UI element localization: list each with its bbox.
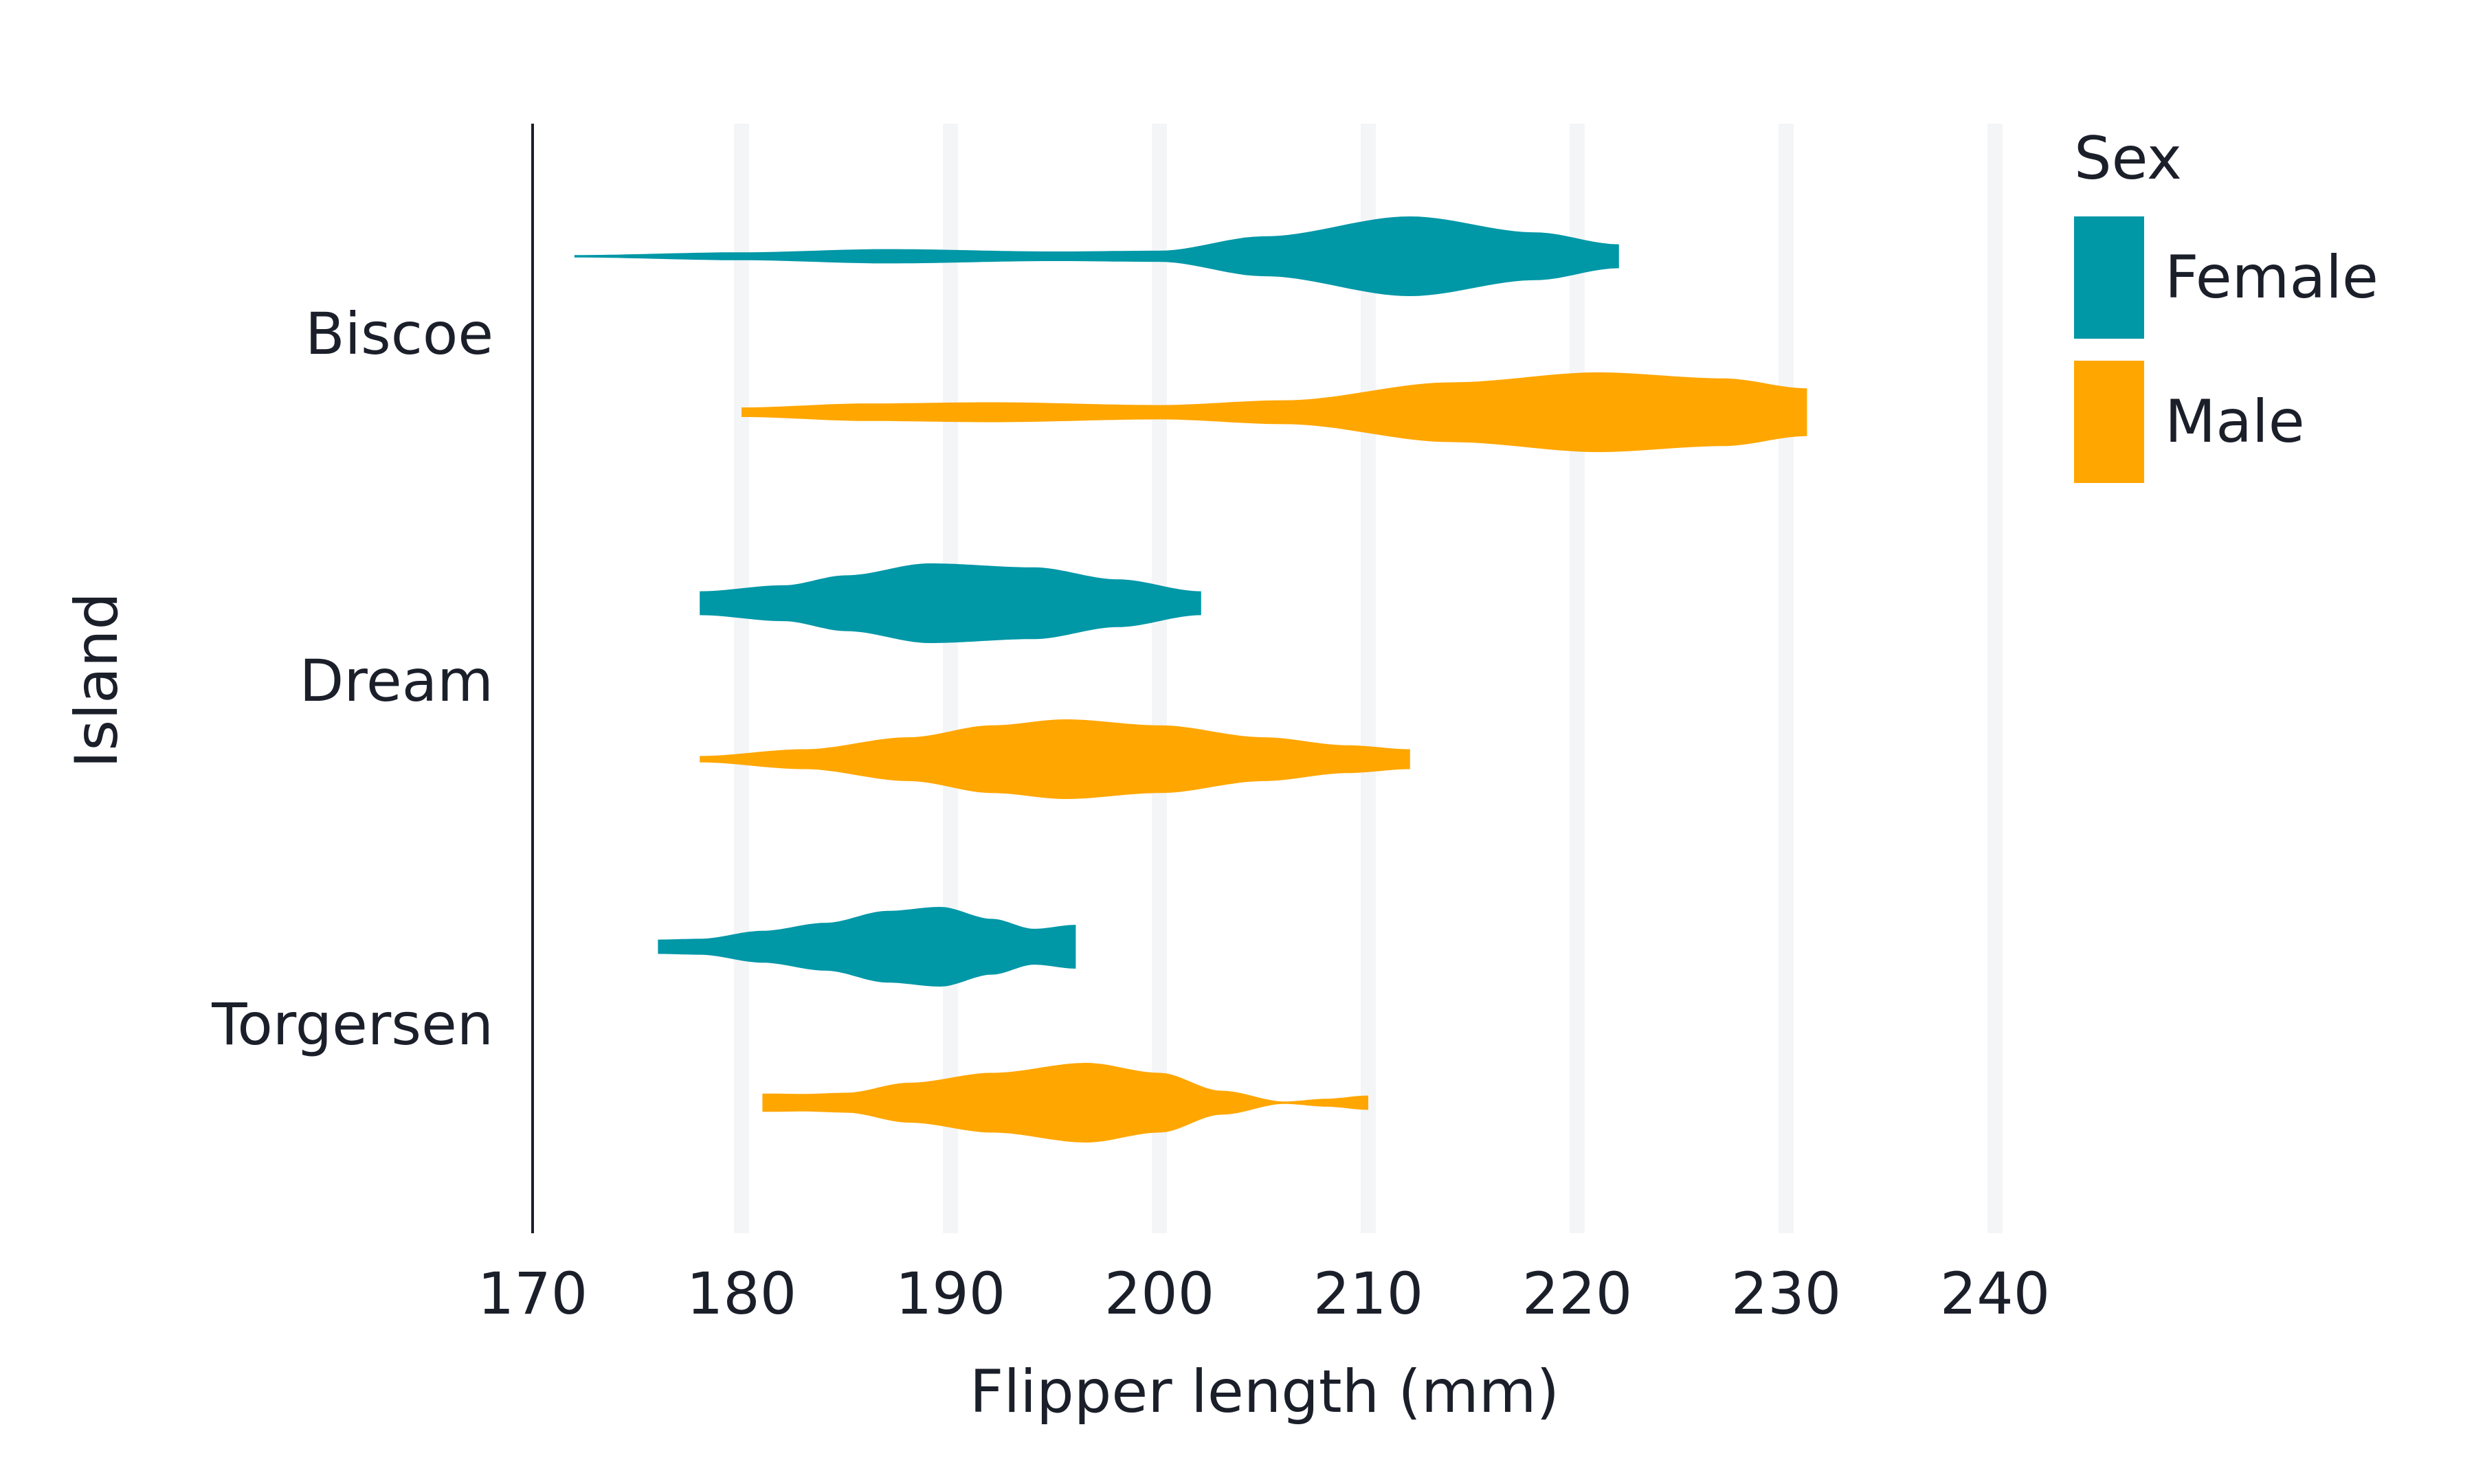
legend-label-male: Male (2165, 387, 2305, 456)
y-category-label: Dream (300, 647, 493, 715)
x-tick-label: 240 (1940, 1260, 2050, 1327)
violin-male-dream (700, 719, 1410, 799)
violin-male-torgersen (762, 1063, 1368, 1143)
x-axis-title: Flipper length (mm) (970, 1358, 1559, 1426)
x-tick-label: 230 (1731, 1260, 1841, 1327)
legend-items: Female Male (2074, 216, 2378, 483)
category-labels: Biscoe Dream Torgersen (211, 300, 493, 1058)
x-tick-label: 190 (895, 1260, 1005, 1327)
x-tick-label: 220 (1522, 1260, 1632, 1327)
x-tick-label: 180 (687, 1260, 796, 1327)
violin-female-torgersen (658, 907, 1076, 987)
legend-label-female: Female (2165, 243, 2378, 312)
x-tick-label: 170 (478, 1260, 588, 1327)
x-tick-labels: 170 180 190 200 210 220 230 240 (478, 1260, 2050, 1327)
y-category-label: Biscoe (305, 300, 493, 368)
violin-female-biscoe (574, 216, 1619, 296)
legend-swatch-female (2074, 216, 2144, 339)
grid-lines (734, 124, 2003, 1233)
y-category-label: Torgersen (211, 991, 493, 1058)
legend: Sex Female Male (2074, 124, 2378, 483)
legend-title: Sex (2074, 124, 2182, 193)
violin-male-biscoe (742, 372, 1807, 452)
x-tick-label: 200 (1104, 1260, 1214, 1327)
violin-female-dream (700, 563, 1201, 643)
x-tick-label: 210 (1313, 1260, 1423, 1327)
violin-marks (574, 216, 1807, 1143)
legend-swatch-male (2074, 361, 2144, 483)
y-axis-title: Island (63, 592, 131, 768)
